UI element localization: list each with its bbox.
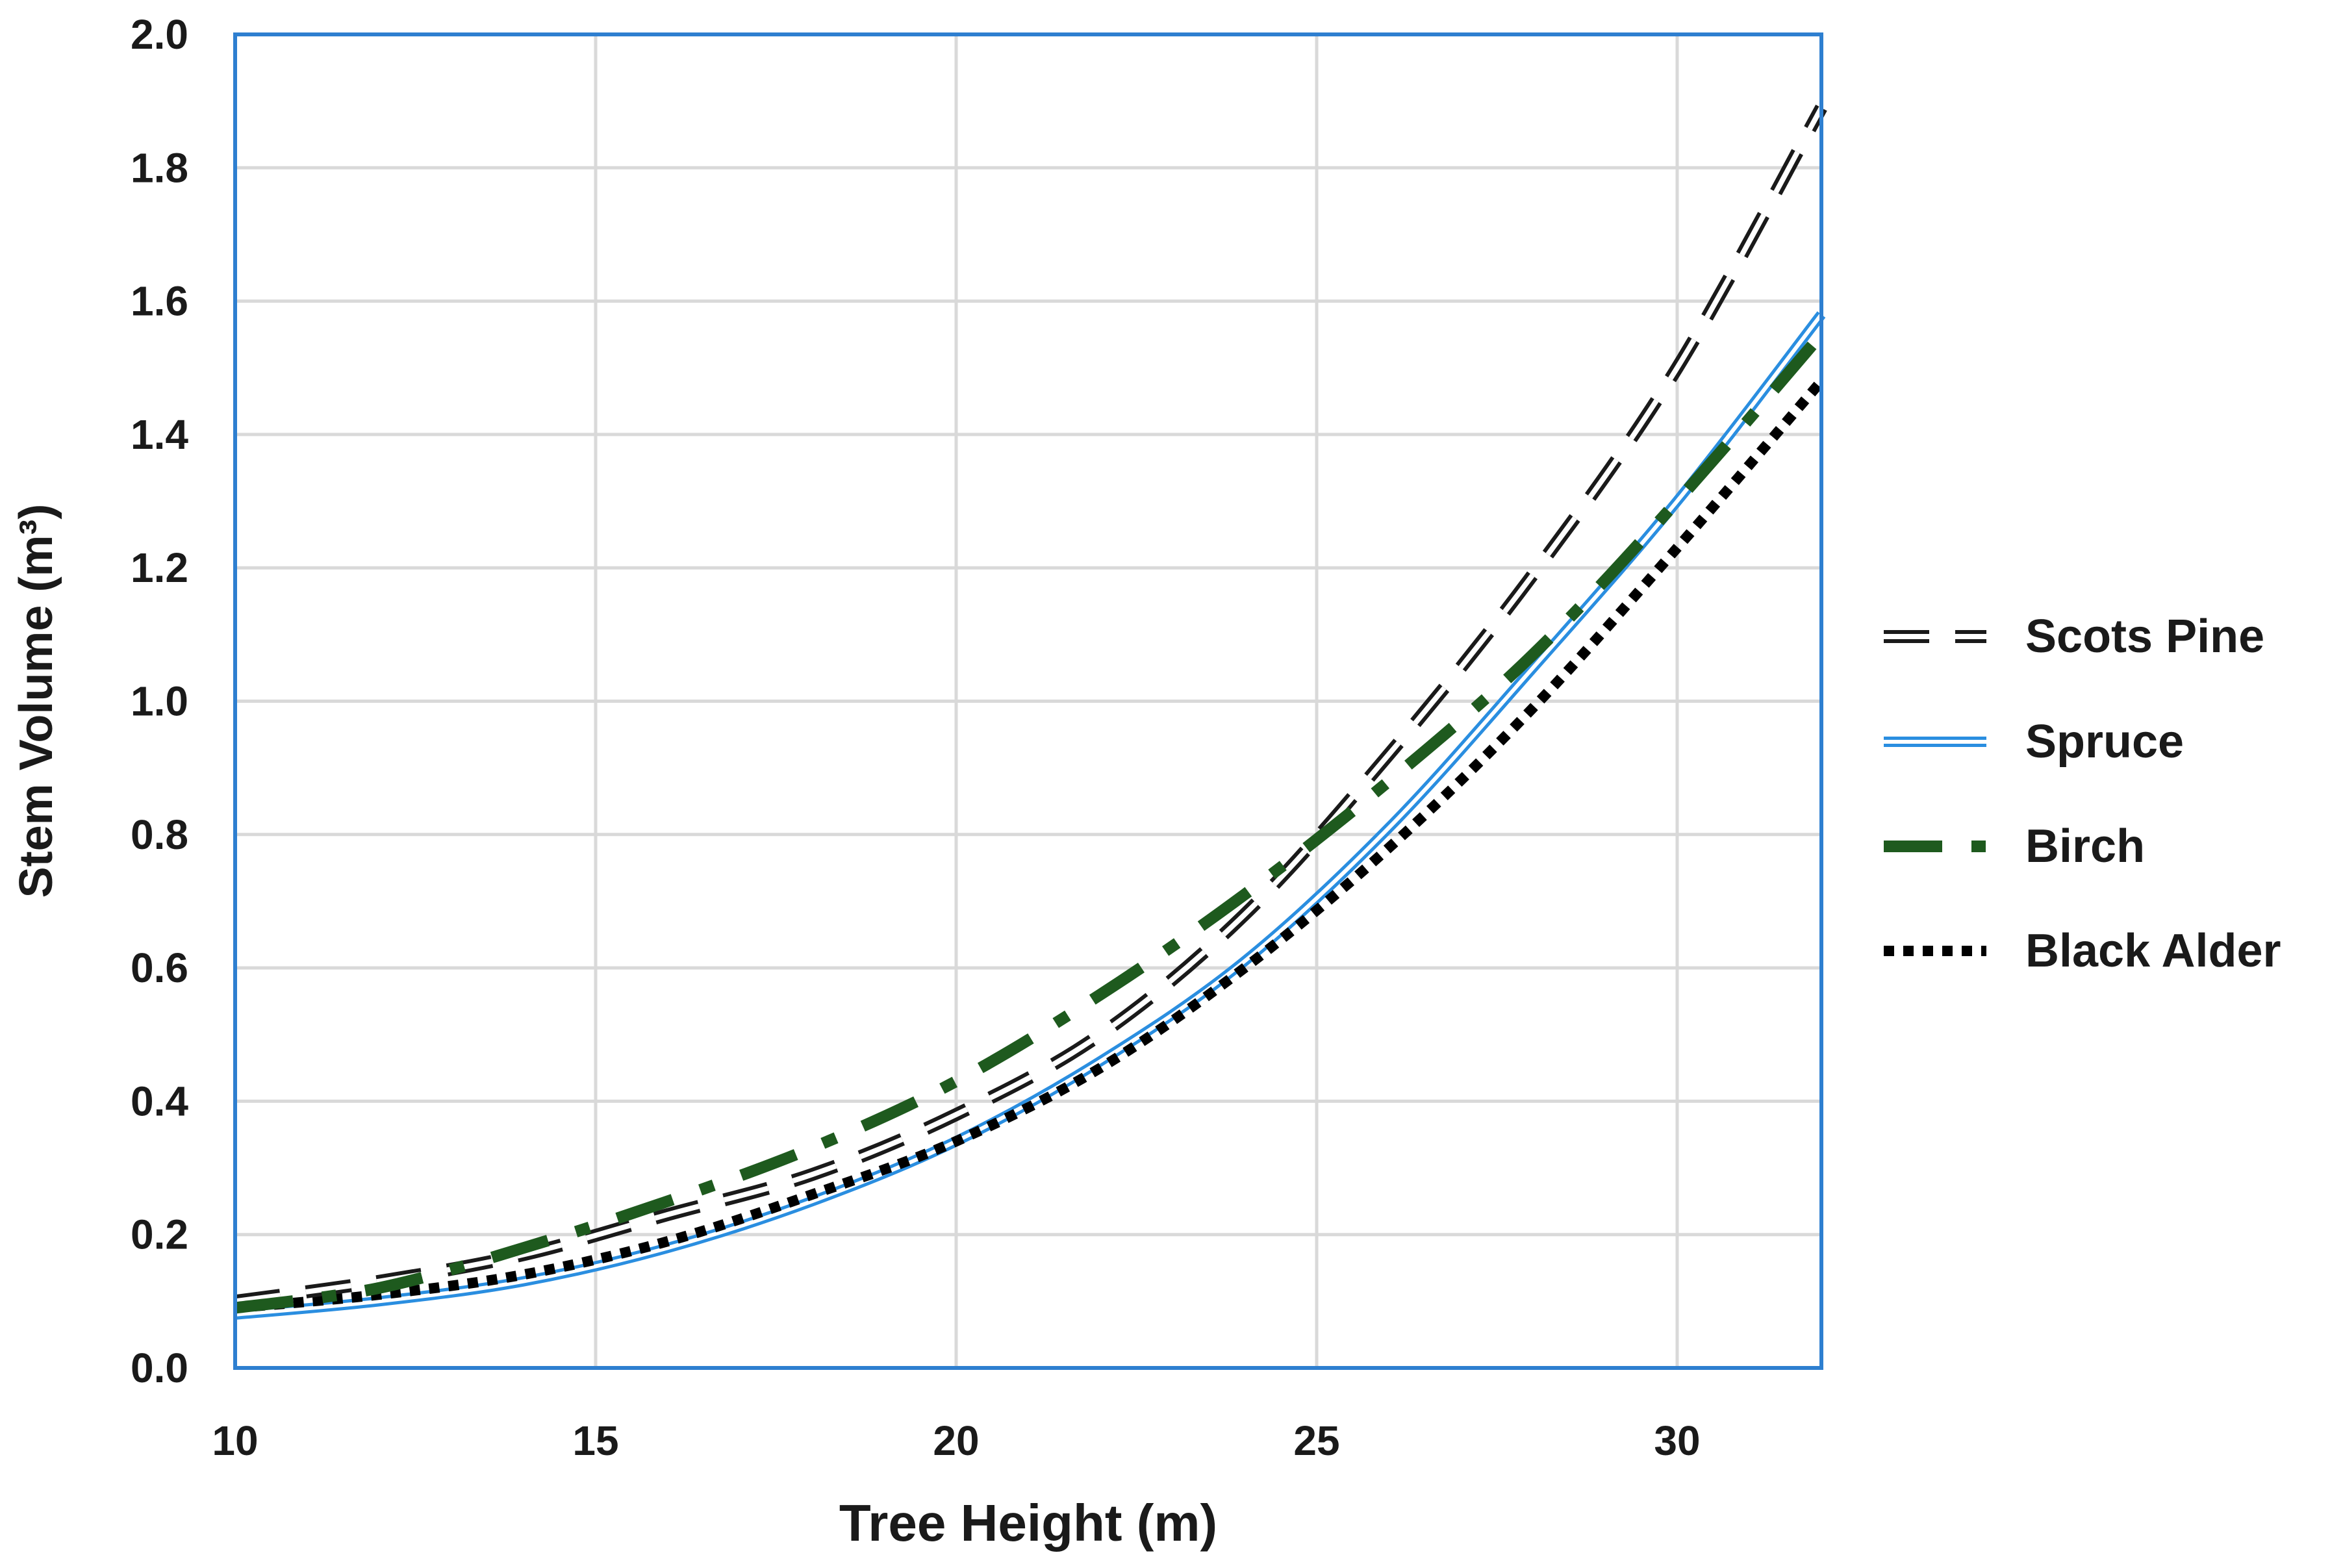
series-birch — [234, 331, 1826, 1314]
y-tick-label: 0.8 — [131, 811, 188, 858]
x-tick-label: 15 — [572, 1417, 618, 1464]
plot-area-border — [233, 32, 1823, 1370]
legend-label-spruce: Spruce — [2025, 716, 2184, 768]
y-tick-label: 1.2 — [131, 544, 188, 591]
legend-item-birch: Birch — [1884, 820, 2145, 872]
legend-label-scots-pine: Scots Pine — [2025, 611, 2264, 663]
y-tick-label: 0.6 — [131, 944, 188, 991]
series-line-black-alder — [234, 377, 1826, 1313]
series-line-scots-pine-inner — [234, 106, 1824, 1304]
x-tick-label: 20 — [933, 1417, 979, 1464]
legend: Scots Pine Spruce Birch Black Alder — [1884, 611, 2281, 977]
legend-label-black-alder: Black Alder — [2025, 925, 2281, 977]
legend-item-spruce: Spruce — [1884, 716, 2184, 768]
grid-lines — [235, 34, 1821, 1368]
y-tick-label: 0.4 — [131, 1078, 188, 1124]
y-tick-label: 1.8 — [131, 144, 188, 191]
y-tick-label: 1.0 — [131, 678, 188, 725]
series-line-scots-pine — [234, 105, 1827, 1308]
series-line-birch — [234, 331, 1826, 1314]
series-black-alder — [234, 377, 1826, 1313]
series-scots-pine — [234, 105, 1827, 1308]
y-tick-label: 2.0 — [131, 11, 188, 58]
axis-tick-labels: 10 15 20 25 30 0.0 0.2 0.4 0.6 0.8 1.0 1.2 1.4 1.6 1.8… — [131, 11, 1701, 1464]
legend-label-birch: Birch — [2025, 820, 2145, 872]
series-spruce — [234, 311, 1826, 1320]
series-lines — [234, 105, 1827, 1320]
y-axis-title: Stem Volume (m³) — [10, 504, 62, 898]
x-tick-label: 30 — [1654, 1417, 1700, 1464]
x-tick-label: 10 — [212, 1417, 258, 1464]
x-tick-label: 25 — [1293, 1417, 1339, 1464]
legend-item-black-alder: Black Alder — [1884, 925, 2281, 977]
y-tick-label: 1.4 — [131, 411, 188, 458]
legend-item-scots-pine: Scots Pine — [1884, 611, 2264, 663]
series-line-spruce-inner — [234, 313, 1823, 1317]
x-axis-title: Tree Height (m) — [839, 1494, 1217, 1552]
series-line-spruce — [234, 311, 1826, 1320]
y-tick-label: 1.6 — [131, 278, 188, 325]
y-tick-label: 0.2 — [131, 1211, 188, 1258]
y-tick-label: 0.0 — [131, 1345, 188, 1391]
